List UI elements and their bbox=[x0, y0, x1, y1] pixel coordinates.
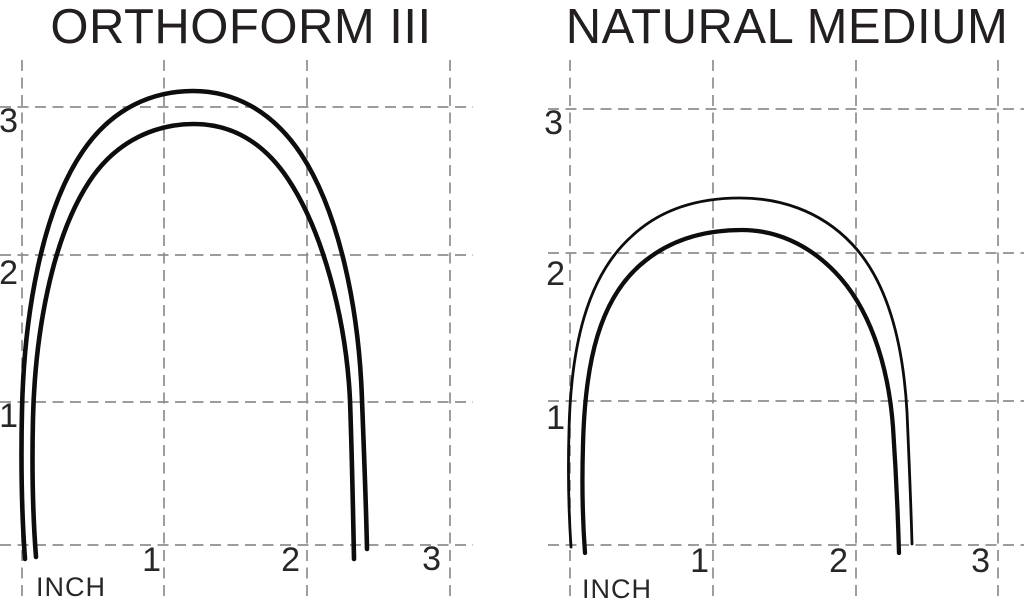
orthoform-inner-archwire bbox=[30, 121, 357, 562]
right-y-tick-2: 2 bbox=[546, 255, 565, 293]
left-unit-label: INCH bbox=[36, 572, 106, 602]
natural-outer-archwire bbox=[567, 196, 914, 549]
left-chart-grid bbox=[0, 60, 473, 602]
right-y-tick-1: 1 bbox=[546, 399, 565, 437]
left-y-tick-3: 3 bbox=[0, 102, 18, 140]
orthoform-outer-archwire bbox=[19, 88, 370, 562]
left-x-tick-3: 3 bbox=[422, 540, 441, 578]
right-chart-title: NATURAL MEDIUM bbox=[565, 0, 1009, 54]
right-unit-label: INCH bbox=[582, 574, 652, 604]
left-x-tick-1: 1 bbox=[142, 541, 161, 579]
natural-inner-archwire bbox=[580, 227, 902, 556]
right-x-tick-2: 2 bbox=[829, 542, 848, 580]
left-chart-title: ORTHOFORM III bbox=[50, 0, 432, 54]
right-x-tick-1: 1 bbox=[690, 542, 709, 580]
right-chart-grid bbox=[548, 60, 1024, 602]
right-x-tick-3: 3 bbox=[971, 542, 990, 580]
left-y-tick-1: 1 bbox=[0, 397, 18, 435]
right-y-tick-3: 3 bbox=[544, 104, 563, 142]
left-y-tick-2: 2 bbox=[0, 254, 18, 292]
left-x-tick-2: 2 bbox=[281, 541, 300, 579]
